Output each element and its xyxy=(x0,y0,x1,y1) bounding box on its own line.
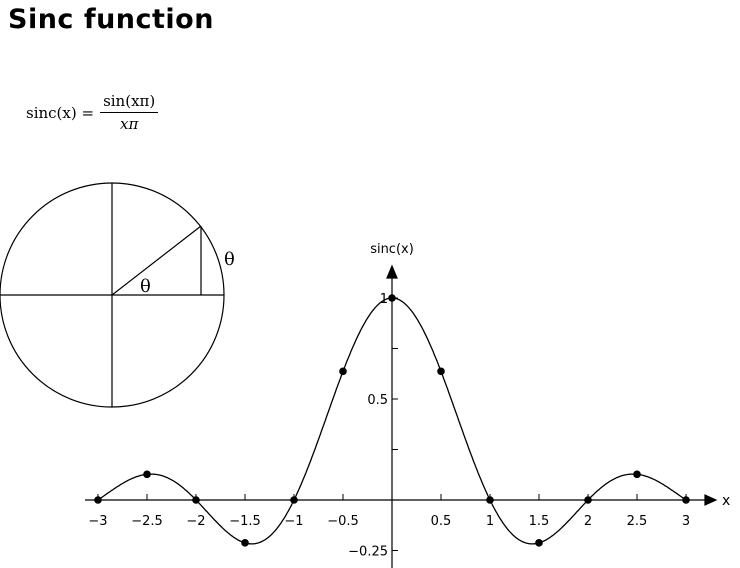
data-point xyxy=(682,496,690,504)
formula-lhs: sinc(x) = xyxy=(26,103,95,122)
y-tick-label: 0.5 xyxy=(367,393,388,408)
x-tick-label: −0.5 xyxy=(327,514,359,529)
x-tick-label: 2.5 xyxy=(627,514,648,529)
data-point xyxy=(388,294,396,302)
x-tick-label: 0.5 xyxy=(431,514,452,529)
x-axis-arrow xyxy=(704,494,718,506)
x-tick-label: 3 xyxy=(682,514,690,529)
data-point xyxy=(192,496,200,504)
page-title: Sinc function xyxy=(8,4,214,35)
data-point xyxy=(241,539,249,547)
unit-circle-diagram xyxy=(0,182,225,408)
sinc-formula: sinc(x) = sin(xπ) xπ xyxy=(26,92,159,133)
data-point xyxy=(437,367,445,376)
data-point xyxy=(143,470,151,479)
angle-label: θ xyxy=(140,276,151,297)
x-tick-label: 1 xyxy=(486,514,494,529)
x-tick-label: 2 xyxy=(584,514,592,529)
x-axis-label: x xyxy=(722,493,730,509)
data-point xyxy=(339,367,347,376)
x-tick-label: −1.5 xyxy=(229,514,261,529)
data-point xyxy=(486,496,494,504)
data-point xyxy=(584,496,592,504)
data-point xyxy=(94,496,102,504)
x-tick-label: −1 xyxy=(284,514,303,529)
formula-fraction: sin(xπ) xπ xyxy=(100,92,159,133)
data-point xyxy=(535,539,543,547)
x-tick-label: −2 xyxy=(186,514,205,529)
x-tick-label: −3 xyxy=(88,514,107,529)
arc-label: θ xyxy=(224,249,235,270)
data-point xyxy=(633,470,641,479)
formula-numerator: sin(xπ) xyxy=(100,92,159,113)
x-tick-label: −2.5 xyxy=(131,514,163,529)
y-axis-arrow xyxy=(386,264,398,279)
y-tick-label: 1 xyxy=(380,292,388,307)
y-tick-label: −0.25 xyxy=(348,545,388,560)
radius xyxy=(111,225,202,296)
formula-denominator: xπ xyxy=(119,115,139,133)
y-axis-label: sinc(x) xyxy=(370,242,414,257)
x-tick-label: 1.5 xyxy=(529,514,550,529)
data-point xyxy=(290,496,298,504)
